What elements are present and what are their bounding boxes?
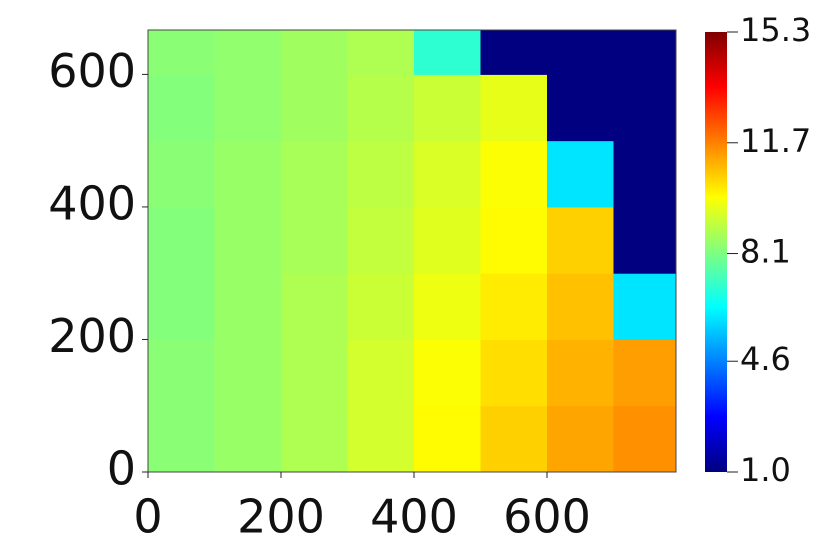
heatmap-cell bbox=[613, 30, 677, 75]
heatmap-cell bbox=[347, 206, 415, 274]
heatmap-cell bbox=[480, 273, 548, 340]
heatmap-cell bbox=[347, 273, 415, 340]
heatmap-cell bbox=[480, 140, 548, 208]
heatmap-cell bbox=[148, 30, 215, 75]
y-tick-label: 0 bbox=[107, 442, 136, 496]
heatmap-cell bbox=[280, 74, 348, 142]
colorbar-tick-label: 11.7 bbox=[740, 122, 811, 160]
heatmap-cell bbox=[280, 206, 348, 274]
heatmap-cell bbox=[413, 206, 481, 274]
y-tick-label: 200 bbox=[48, 309, 136, 363]
colorbar-tick-label: 1.0 bbox=[740, 451, 791, 489]
heatmap-cell bbox=[546, 405, 614, 473]
heatmap-cell bbox=[413, 140, 481, 208]
heatmap-cell bbox=[413, 273, 481, 340]
x-tick-label: 200 bbox=[237, 490, 325, 544]
heatmap-cell bbox=[148, 273, 215, 340]
heatmap-cell bbox=[480, 405, 548, 473]
heatmap-cell bbox=[613, 405, 677, 473]
heatmap-cell bbox=[214, 273, 282, 340]
heatmap-cell bbox=[214, 405, 282, 473]
heatmap-cell bbox=[546, 273, 614, 340]
heatmap-cell bbox=[280, 140, 348, 208]
heatmap-cell bbox=[613, 273, 677, 340]
heatmap-cell bbox=[280, 30, 348, 75]
heatmap-cell bbox=[480, 74, 548, 142]
heatmap bbox=[148, 30, 677, 473]
heatmap-cell bbox=[546, 140, 614, 208]
heatmap-cell bbox=[613, 206, 677, 274]
heatmap-cell bbox=[613, 140, 677, 208]
heatmap-cell bbox=[413, 30, 481, 75]
heatmap-cell bbox=[280, 405, 348, 473]
heatmap-cell bbox=[480, 206, 548, 274]
heatmap-cell bbox=[148, 339, 215, 407]
colorbar-tick-label: 15.3 bbox=[740, 11, 811, 49]
colorbar bbox=[705, 32, 727, 472]
heatmap-cell bbox=[546, 339, 614, 407]
y-tick-label: 600 bbox=[48, 44, 136, 98]
heatmap-cell bbox=[148, 405, 215, 473]
heatmap-cell bbox=[148, 206, 215, 274]
heatmap-cell bbox=[347, 405, 415, 473]
heatmap-cell bbox=[214, 140, 282, 208]
y-tick-label: 400 bbox=[48, 176, 136, 230]
heatmap-cell bbox=[413, 74, 481, 142]
x-tick-label: 600 bbox=[503, 490, 591, 544]
heatmap-cell bbox=[480, 30, 548, 75]
heatmap-cell bbox=[613, 339, 677, 407]
heatmap-cell bbox=[214, 339, 282, 407]
x-tick-label: 0 bbox=[133, 490, 162, 544]
heatmap-cell bbox=[280, 273, 348, 340]
heatmap-cell bbox=[347, 140, 415, 208]
heatmap-cell bbox=[214, 206, 282, 274]
heatmap-cell bbox=[214, 30, 282, 75]
plot-frame bbox=[147, 29, 677, 473]
heatmap-cell bbox=[413, 405, 481, 473]
heatmap-cell bbox=[347, 30, 415, 75]
heatmap-cell bbox=[148, 140, 215, 208]
heatmap-cell bbox=[214, 74, 282, 142]
x-tick-label: 400 bbox=[370, 490, 458, 544]
heatmap-cell bbox=[413, 339, 481, 407]
heatmap-cell bbox=[480, 339, 548, 407]
heatmap-cell bbox=[613, 74, 677, 142]
colorbar-tick-label: 4.6 bbox=[740, 340, 791, 378]
heatmap-cell bbox=[546, 206, 614, 274]
colorbar-tick-label: 8.1 bbox=[740, 233, 791, 271]
heatmap-cell bbox=[347, 339, 415, 407]
heatmap-cell bbox=[347, 74, 415, 142]
heatmap-cell bbox=[148, 74, 215, 142]
heatmap-cell bbox=[280, 339, 348, 407]
heatmap-cell bbox=[546, 74, 614, 142]
heatmap-cell bbox=[546, 30, 614, 75]
